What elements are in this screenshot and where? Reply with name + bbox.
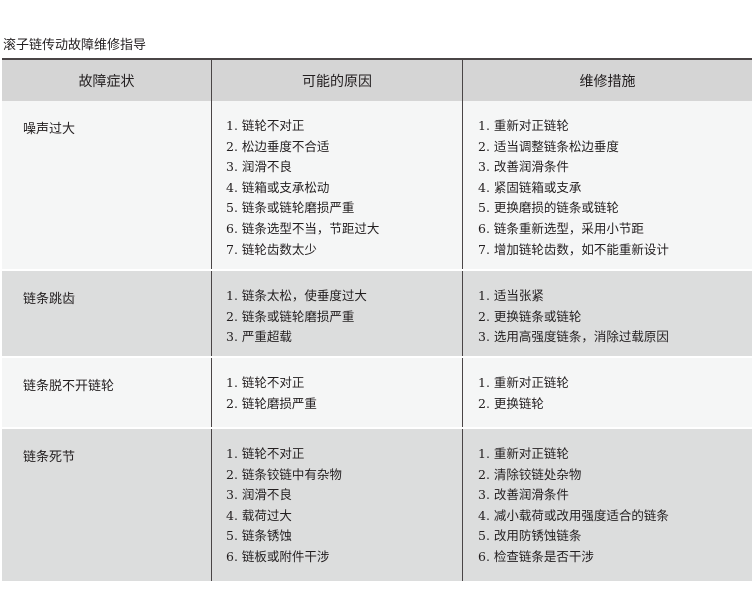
fixes-cell: 1. 重新对正链轮 2. 更换链轮 [462,358,752,427]
symptom-cell: 链条跳齿 [23,292,76,307]
fixes-cell: 1. 重新对正链轮 2. 适当调整链条松边垂度 3. 改善润滑条件 4. 紧固链箱或支… [462,101,752,269]
table-header: 故障症状 可能的原因 维修措施 [2,60,752,101]
cause-item: 2. 链条铰链中有杂物 [226,466,342,482]
cause-item: 5. 链条或链轮磨损严重 [226,200,355,216]
fix-item: 1. 适当张紧 [478,288,544,303]
cause-item: 5. 链条锈蚀 [226,528,292,544]
causes-cell: 1. 链条太松，使垂度过大 2. 链条或链轮磨损严重 3. 严重超载 [211,271,462,356]
table-row: 噪声过大 1. 链轮不对正 2. 松边垂度不合适 3. 润滑不良 4. 链箱或支承松动 5… [2,101,752,269]
fix-item: 1. 重新对正链轮 [478,446,569,461]
causes-cell: 1. 链轮不对正 2. 链轮磨损严重 [211,358,462,427]
fault-guide-table: 故障症状 可能的原因 维修措施 噪声过大 1. 链轮不对正 2. 松边垂度不合适 3.… [2,58,752,581]
fix-item: 1. 重新对正链轮 [478,118,569,133]
table-title: 滚子链传动故障维修指导 [3,38,147,53]
fixes-cell: 1. 重新对正链轮 2. 清除铰链处杂物 3. 改善润滑条件 4. 减小载荷或改用强度… [462,429,752,581]
fix-item: 6. 链条重新选型，采用小节距 [478,220,644,236]
fix-item: 2. 清除铰链处杂物 [478,466,582,482]
fix-item: 5. 更换磨损的链条或链轮 [478,200,619,216]
cause-item: 1. 链轮不对正 [226,446,305,461]
cause-item: 3. 严重超载 [226,329,292,345]
cause-item: 1. 链轮不对正 [226,375,305,390]
header-fixes: 维修措施 [462,60,752,101]
cause-item: 4. 链箱或支承松动 [226,179,330,195]
fix-item: 3. 改善润滑条件 [478,159,569,175]
symptom-cell: 链条脱不开链轮 [23,379,115,394]
causes-cell: 1. 链轮不对正 2. 链条铰链中有杂物 3. 润滑不良 4. 载荷过大 5. 链条锈蚀… [211,429,462,581]
fix-item: 3. 选用高强度链条，消除过载原因 [478,329,669,345]
cause-item: 4. 载荷过大 [226,507,292,523]
header-causes: 可能的原因 [211,60,462,101]
fix-item: 1. 重新对正链轮 [478,375,569,390]
table-row: 链条跳齿 1. 链条太松，使垂度过大 2. 链条或链轮磨损严重 3. 严重超载 1. 适… [2,269,752,356]
symptom-cell: 噪声过大 [23,122,76,137]
cause-item: 2. 松边垂度不合适 [226,138,330,154]
table-row: 链条脱不开链轮 1. 链轮不对正 2. 链轮磨损严重 1. 重新对正链轮 2. 更换链轮 [2,356,752,427]
cause-item: 6. 链板或附件干涉 [226,548,330,564]
cause-item: 2. 链轮磨损严重 [226,395,317,411]
fixes-cell: 1. 适当张紧 2. 更换链条或链轮 3. 选用高强度链条，消除过载原因 [462,271,752,356]
fix-item: 2. 更换链条或链轮 [478,308,582,324]
header-symptom: 故障症状 [78,73,135,90]
cause-item: 2. 链条或链轮磨损严重 [226,308,355,324]
cause-item: 3. 润滑不良 [226,487,292,503]
cause-item: 7. 链轮齿数太少 [226,241,317,257]
cause-item: 3. 润滑不良 [226,159,292,175]
fix-item: 2. 更换链轮 [478,395,544,411]
fix-item: 4. 紧固链箱或支承 [478,179,582,195]
fix-item: 4. 减小载荷或改用强度适合的链条 [478,507,669,523]
table-row: 链条死节 1. 链轮不对正 2. 链条铰链中有杂物 3. 润滑不良 4. 载荷过大 5. … [2,427,752,581]
fix-item: 6. 检查链条是否干涉 [478,548,594,564]
fix-item: 5. 改用防锈蚀链条 [478,528,582,544]
fix-item: 7. 增加链轮齿数，如不能重新设计 [478,241,669,257]
symptom-cell: 链条死节 [23,450,76,465]
fix-item: 3. 改善润滑条件 [478,487,569,503]
cause-item: 1. 链轮不对正 [226,118,305,133]
causes-cell: 1. 链轮不对正 2. 松边垂度不合适 3. 润滑不良 4. 链箱或支承松动 5. 链条… [211,101,462,269]
cause-item: 1. 链条太松，使垂度过大 [226,288,367,303]
cause-item: 6. 链条选型不当，节距过大 [226,220,380,236]
fix-item: 2. 适当调整链条松边垂度 [478,138,619,154]
